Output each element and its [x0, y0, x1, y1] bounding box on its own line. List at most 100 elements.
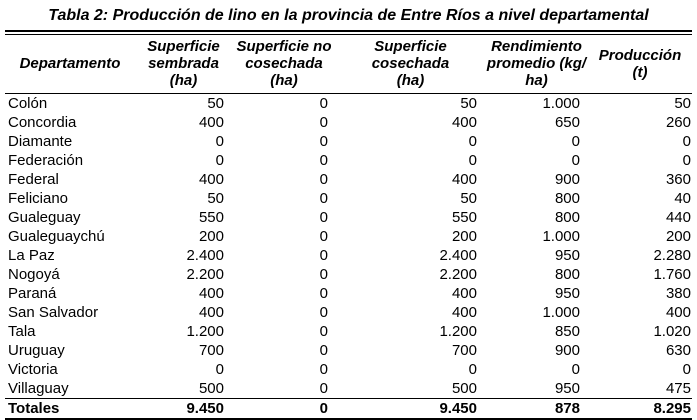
table-row: Diamante 0 0 0 0 0 [5, 132, 692, 151]
value-cell: 40 [674, 190, 691, 207]
value-cell: 550 [198, 209, 224, 226]
totals-cosechada: 9.450 [336, 398, 485, 420]
value-cell: 1.200 [439, 323, 477, 340]
value-cell: 500 [198, 380, 224, 397]
table-row: Federación 0 0 0 0 0 [5, 151, 692, 170]
department-cell: Federal [8, 171, 59, 188]
value-cell: 0 [319, 209, 328, 226]
table-top-rule [5, 30, 692, 35]
value-cell: 400 [198, 171, 224, 188]
table-row: Feliciano 50 0 50 800 40 [5, 189, 692, 208]
table-row: San Salvador 400 0 400 1.000 400 [5, 303, 692, 322]
value-cell: 550 [451, 209, 477, 226]
value-cell: 900 [554, 171, 580, 188]
table-row: Concordia 400 0 400 650 260 [5, 113, 692, 132]
table-row: Victoria 0 0 0 0 0 [5, 360, 692, 379]
value-cell: 0 [319, 266, 328, 283]
department-cell: Paraná [8, 285, 57, 302]
header-superficie-cosechada: Superficie cosechada (ha) [336, 35, 485, 94]
totals-sembrada: 9.450 [135, 398, 232, 420]
value-cell: 1.020 [653, 323, 691, 340]
department-cell: Tala [8, 323, 36, 340]
totals-label: Totales [5, 398, 135, 420]
value-cell: 850 [554, 323, 580, 340]
value-cell: 0 [319, 247, 328, 264]
department-cell: Gualeguay [8, 209, 81, 226]
value-cell: 400 [451, 285, 477, 302]
value-cell: 0 [319, 152, 328, 169]
value-cell: 475 [665, 380, 691, 397]
value-cell: 0 [682, 361, 691, 378]
top-rule-thin-line [5, 34, 692, 35]
value-cell: 700 [451, 342, 477, 359]
value-cell: 650 [554, 114, 580, 131]
totals-no-cosechada: 0 [232, 398, 336, 420]
value-cell: 0 [215, 361, 224, 378]
table-totals-row: Totales 9.450 0 9.450 878 8.295 [5, 398, 692, 420]
top-rule-thick-line [5, 30, 692, 32]
value-cell: 440 [665, 209, 691, 226]
table-row: Paraná 400 0 400 950 380 [5, 284, 692, 303]
value-cell: 400 [451, 304, 477, 321]
value-cell: 900 [554, 342, 580, 359]
value-cell: 0 [319, 323, 328, 340]
value-cell: 2.400 [439, 247, 477, 264]
value-cell: 0 [468, 152, 477, 169]
value-cell: 400 [451, 171, 477, 188]
value-cell: 0 [319, 95, 328, 112]
value-cell: 260 [665, 114, 691, 131]
value-cell: 200 [665, 228, 691, 245]
value-cell: 700 [198, 342, 224, 359]
header-departamento: Departamento [5, 35, 135, 94]
table-row: Villaguay 500 0 500 950 475 [5, 379, 692, 399]
value-cell: 0 [319, 342, 328, 359]
table-row: La Paz 2.400 0 2.400 950 2.280 [5, 246, 692, 265]
value-cell: 0 [215, 152, 224, 169]
table-row: Colón 50 0 50 1.000 50 [5, 94, 692, 114]
value-cell: 360 [665, 171, 691, 188]
value-cell: 50 [207, 95, 224, 112]
value-cell: 2.280 [653, 247, 691, 264]
table-body: Colón 50 0 50 1.000 50 Concordia 400 0 400 650 260 D… [5, 94, 692, 399]
department-cell: Feliciano [8, 190, 69, 207]
header-rendimiento-promedio: Rendimiento promedio (kg/ ha) [485, 35, 588, 94]
department-cell: San Salvador [8, 304, 99, 321]
value-cell: 0 [468, 133, 477, 150]
value-cell: 0 [319, 380, 328, 397]
value-cell: 0 [571, 133, 580, 150]
header-superficie-no-cosechada: Superficie no cosechada (ha) [232, 35, 336, 94]
value-cell: 0 [319, 190, 328, 207]
value-cell: 0 [319, 361, 328, 378]
value-cell: 500 [451, 380, 477, 397]
value-cell: 2.400 [186, 247, 224, 264]
value-cell: 50 [207, 190, 224, 207]
table-header-row: Departamento Superficie sembrada (ha) Su… [5, 35, 692, 94]
value-cell: 0 [319, 171, 328, 188]
department-cell: Nogoyá [8, 266, 60, 283]
value-cell: 50 [460, 95, 477, 112]
table-row: Gualeguay 550 0 550 800 440 [5, 208, 692, 227]
value-cell: 0 [319, 114, 328, 131]
value-cell: 1.760 [653, 266, 691, 283]
value-cell: 50 [674, 95, 691, 112]
value-cell: 800 [554, 190, 580, 207]
department-cell: Colón [8, 95, 48, 112]
value-cell: 950 [554, 285, 580, 302]
value-cell: 950 [554, 380, 580, 397]
value-cell: 0 [468, 361, 477, 378]
value-cell: 400 [198, 285, 224, 302]
totals-rendimiento: 878 [485, 398, 588, 420]
table-title: Tabla 2: Producción de lino en la provin… [48, 7, 649, 24]
table-row: Tala 1.200 0 1.200 850 1.020 [5, 322, 692, 341]
value-cell: 0 [682, 152, 691, 169]
header-superficie-sembrada: Superficie sembrada (ha) [135, 35, 232, 94]
value-cell: 380 [665, 285, 691, 302]
value-cell: 200 [451, 228, 477, 245]
value-cell: 0 [319, 285, 328, 302]
department-cell: Diamante [8, 133, 73, 150]
value-cell: 2.200 [186, 266, 224, 283]
value-cell: 0 [319, 133, 328, 150]
department-cell: Gualeguaychú [8, 228, 105, 245]
value-cell: 400 [665, 304, 691, 321]
